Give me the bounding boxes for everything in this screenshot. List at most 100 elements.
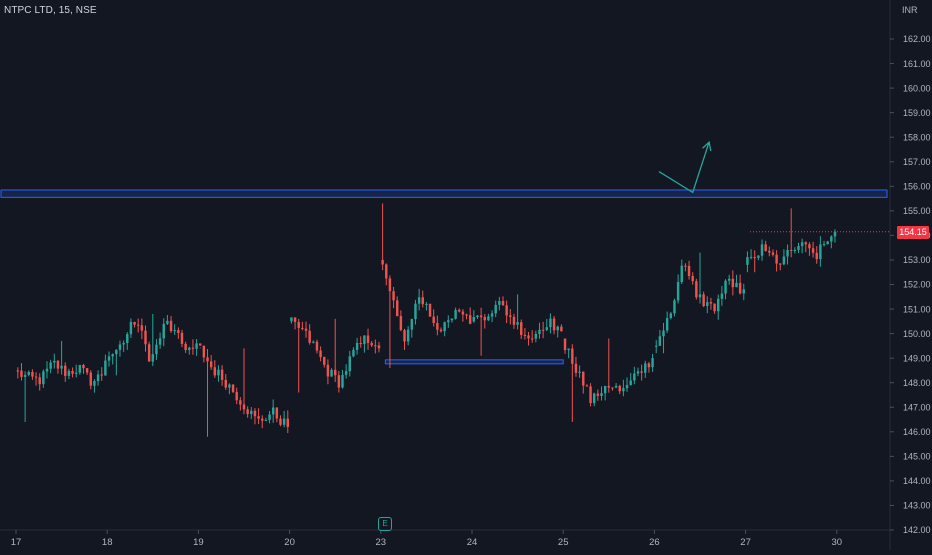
candle-body bbox=[589, 386, 592, 404]
candle-body bbox=[213, 367, 217, 376]
candle-body bbox=[96, 374, 100, 382]
candle-body bbox=[184, 343, 187, 350]
candle-body bbox=[352, 349, 355, 357]
candle-body bbox=[658, 336, 662, 346]
candle-body bbox=[122, 343, 125, 345]
candle-body bbox=[808, 244, 811, 249]
candle-body bbox=[640, 371, 643, 373]
candle-body bbox=[166, 320, 169, 324]
candle-body bbox=[293, 317, 297, 322]
candle-body bbox=[571, 348, 574, 364]
candle-body bbox=[600, 393, 603, 396]
candle-body bbox=[819, 244, 822, 260]
candle-body bbox=[826, 241, 829, 245]
x-tick-label: 20 bbox=[284, 537, 295, 548]
candle-body bbox=[261, 418, 264, 421]
y-tick-label: 144.00 bbox=[903, 476, 931, 486]
candle-body bbox=[359, 342, 362, 345]
candle-body bbox=[399, 316, 403, 331]
candle-body bbox=[297, 321, 300, 328]
candle-body bbox=[217, 369, 220, 376]
candle-body bbox=[425, 303, 428, 305]
candle-body bbox=[647, 363, 651, 368]
x-tick-label: 27 bbox=[740, 537, 751, 548]
resistance-zone bbox=[0, 189, 888, 198]
candle-body bbox=[147, 344, 151, 362]
candle-body bbox=[749, 257, 753, 259]
candle-body bbox=[574, 363, 578, 373]
candle-body bbox=[155, 344, 158, 355]
candle-body bbox=[374, 345, 377, 347]
y-tick-label: 149.00 bbox=[903, 353, 931, 363]
candle-body bbox=[162, 323, 165, 339]
candle-body bbox=[82, 365, 85, 369]
candle-body bbox=[395, 300, 399, 317]
candle-body bbox=[585, 385, 589, 387]
y-tick-label: 151.00 bbox=[903, 304, 931, 314]
y-tick-label: 147.00 bbox=[903, 402, 931, 412]
candle-body bbox=[282, 418, 286, 425]
candle-body bbox=[800, 242, 804, 247]
earnings-icon[interactable]: E bbox=[378, 517, 392, 531]
candle-body bbox=[224, 379, 227, 388]
time-axis[interactable]: 17 18 19 20 23 24 25 26 27 30 bbox=[11, 530, 842, 548]
candle-body bbox=[417, 297, 421, 304]
candle-body bbox=[199, 343, 202, 346]
candle-body bbox=[290, 317, 293, 322]
candle-body bbox=[479, 315, 483, 318]
candle-body bbox=[129, 321, 133, 335]
arrow-head bbox=[702, 140, 712, 152]
candle-body bbox=[301, 327, 304, 329]
candle-body bbox=[341, 374, 344, 388]
candle-body bbox=[556, 326, 559, 331]
x-tick-label: 26 bbox=[649, 537, 660, 548]
candle-body bbox=[465, 314, 468, 316]
candle-body bbox=[505, 305, 508, 316]
x-tick-label: 19 bbox=[193, 537, 204, 548]
y-tick-label: 148.00 bbox=[903, 378, 931, 388]
y-tick-label: 153.00 bbox=[903, 255, 931, 265]
candle-body bbox=[530, 338, 534, 340]
candle-body bbox=[111, 354, 114, 357]
support-zone bbox=[384, 359, 564, 365]
candle-body bbox=[753, 257, 756, 259]
candle-body bbox=[344, 371, 348, 375]
y-tick-label: 162.00 bbox=[903, 34, 931, 44]
candle-body bbox=[487, 316, 490, 321]
candle-body bbox=[534, 333, 538, 339]
candle-body bbox=[468, 315, 472, 324]
candle-body bbox=[472, 317, 476, 322]
y-tick-label: 152.00 bbox=[903, 280, 931, 290]
candle-body bbox=[271, 407, 275, 415]
candle-body bbox=[724, 280, 727, 294]
symbol-label: NTPC LTD, 15, NSE bbox=[4, 5, 97, 16]
candle-body bbox=[71, 370, 74, 374]
candle-body bbox=[490, 313, 494, 317]
y-tick-label: 159.00 bbox=[903, 108, 931, 118]
candle-body bbox=[23, 374, 27, 377]
x-tick-label: 23 bbox=[376, 537, 387, 548]
candle-body bbox=[355, 342, 359, 350]
candle-body bbox=[231, 384, 235, 392]
candle-body bbox=[49, 362, 52, 369]
candle-body bbox=[764, 244, 767, 251]
candle-body bbox=[235, 391, 238, 401]
x-tick-label: 18 bbox=[102, 537, 113, 548]
candle-body bbox=[560, 326, 563, 332]
candle-body bbox=[636, 371, 640, 374]
candle-body bbox=[85, 368, 89, 373]
y-tick-label: 150.00 bbox=[903, 329, 931, 339]
price-axis[interactable]: 142.00 143.00 144.00 145.00 146.00 147.00 148.… bbox=[890, 34, 931, 535]
candle-body bbox=[312, 341, 315, 343]
candle-body bbox=[228, 384, 231, 388]
candle-body bbox=[742, 289, 745, 294]
candle-body bbox=[538, 329, 541, 334]
candle-body bbox=[169, 320, 173, 332]
candle-body bbox=[319, 350, 322, 358]
candle-body bbox=[738, 282, 742, 294]
candle-body bbox=[793, 249, 797, 251]
candle-body bbox=[403, 330, 406, 342]
candle-body bbox=[348, 356, 352, 372]
